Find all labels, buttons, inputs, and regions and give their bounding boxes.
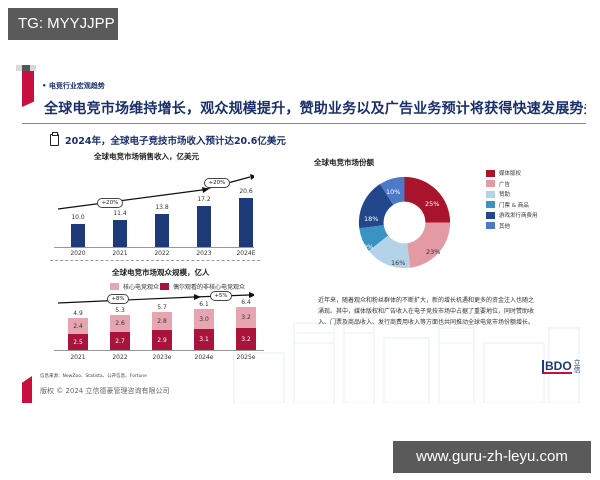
bar-value: 11.4: [113, 210, 127, 217]
audience-chart-title: 全球电竞市场观众规模，亿人: [112, 268, 210, 277]
x-axis-label: 2020: [70, 250, 86, 257]
bdo-logo: BDO 立信: [542, 360, 581, 374]
market-share-donut: [358, 176, 451, 269]
header-tab-decoration: [16, 65, 36, 71]
x-axis-label: 2024e: [194, 354, 214, 361]
legend-label: 核心电竞观众: [123, 284, 160, 291]
x-axis-label: 2025e: [236, 354, 256, 361]
stack-total: 6.1: [199, 301, 209, 308]
source-note: 信息来源：NewZoo、Statista、公开信息、Fortune: [40, 374, 147, 379]
pie-label-media: 25%: [425, 200, 440, 208]
copyright-text: 版权 © 2024 立信德豪管理咨询有限公司: [40, 387, 170, 395]
legend-swatch: [486, 169, 495, 177]
legend-label: 偶尔观看的非核心电竞观众: [173, 284, 246, 291]
legend-item: 其他: [486, 222, 538, 230]
section-divider: [50, 260, 260, 261]
audience-growth-badge-2: +5%: [210, 291, 232, 301]
legend-core-audience: 核心电竞观众: [110, 282, 159, 291]
watermark-top: TG: MYYJJPP: [8, 8, 118, 40]
stack-total: 5.3: [115, 307, 125, 314]
stack-core-2024e: 3.0: [194, 309, 214, 329]
legend-swatch: [486, 190, 495, 198]
legend-swatch: [486, 211, 495, 219]
audience-x-axis: [54, 350, 264, 351]
bar-2021: [113, 220, 127, 247]
clipboard-icon: [50, 132, 59, 146]
bar-value: 10.0: [71, 214, 85, 221]
revenue-bars: 10.0 11.4 13.8 17.2 20.6: [54, 171, 254, 247]
x-axis-label: 2024E: [236, 250, 256, 257]
bar-value: 20.6: [239, 188, 253, 195]
stack-total: 6.4: [241, 299, 251, 306]
x-axis-label: 2022: [112, 354, 128, 361]
stack-core-2023e: 2.8: [152, 312, 172, 330]
watermark-bottom: www.guru-zh-leyu.com: [393, 441, 591, 473]
legend-swatch: [486, 222, 495, 229]
revenue-x-axis: [54, 247, 254, 248]
title-divider: [22, 123, 586, 124]
market-share-chart-title: 全球电竞市场份额: [314, 158, 374, 167]
legend-label: 赞助: [499, 192, 511, 198]
legend-swatch: [110, 283, 119, 290]
stack-casual-2025e: 3.2: [236, 328, 256, 350]
market-share-legend: 媒体版权 广告 赞助 门票 & 商品 游戏发行商费用 其他: [486, 169, 538, 232]
bar-2024e: [239, 198, 253, 247]
stack-core-2021: 2.4: [68, 318, 88, 334]
pie-label-other: 10%: [386, 188, 401, 196]
legend-item: 广告: [486, 180, 538, 188]
legend-item: 门票 & 商品: [486, 201, 538, 209]
stack-total: 5.7: [157, 304, 167, 311]
x-axis-label: 2021: [70, 354, 86, 361]
legend-label: 媒体版权: [499, 171, 522, 177]
legend-label: 广告: [499, 181, 511, 188]
stack-core-2025e: 3.2: [236, 307, 256, 328]
pie-label-advertising: 23%: [426, 248, 441, 256]
legend-item: 媒体版权: [486, 169, 538, 177]
bdo-logo-text: BDO: [542, 360, 572, 374]
kpi-callout: 2024年，全球电子竞技市场收入预计达20.6亿美元: [50, 132, 286, 147]
revenue-growth-badge-2: +20%: [204, 178, 230, 188]
page-title: 全球电竞市场维持增长，观众规模提升，赞助业务以及广告业务预计将获得快速发展势头: [44, 101, 586, 117]
bar-value: 17.2: [197, 196, 211, 203]
bar-2023: [197, 206, 211, 247]
footer-red-decoration: [22, 376, 32, 403]
bar-value: 13.8: [155, 204, 169, 211]
x-axis-label: 2021: [112, 250, 128, 257]
bar-2020: [71, 224, 85, 247]
legend-swatch: [160, 283, 169, 290]
x-axis-label: 2023: [196, 250, 212, 257]
summary-paragraph: 近年来，随着观众和粉丝群体的不断扩大，新的增长机遇和更多的资金注入也随之涌现。其…: [318, 297, 535, 326]
pie-label-tickets: 9%: [363, 243, 374, 251]
legend-label: 游戏发行商费用: [499, 213, 538, 219]
red-ribbon-decoration: [22, 71, 34, 107]
legend-casual-audience: 偶尔观看的非核心电竞观众: [160, 282, 245, 291]
stack-casual-2022: 2.7: [110, 332, 130, 350]
x-axis-label: 2022: [154, 250, 170, 257]
stack-casual-2024e: 3.1: [194, 329, 214, 350]
legend-item: 游戏发行商费用: [486, 211, 538, 219]
bdo-logo-cn: 立信: [573, 359, 581, 374]
revenue-growth-badge-1: +20%: [97, 198, 123, 208]
legend-swatch: [486, 180, 495, 187]
stack-total: 4.9: [73, 310, 83, 317]
revenue-chart-title: 全球电竞市场销售收入，亿美元: [94, 152, 199, 161]
x-axis-label: 2023e: [152, 354, 172, 361]
slide: • 电竞行业宏观趋势 全球电竞市场维持增长，观众规模提升，赞助业务以及广告业务预…: [14, 63, 586, 403]
stack-core-2022: 2.6: [110, 315, 130, 332]
pie-label-sponsorship: 16%: [391, 259, 406, 267]
bar-2022: [155, 214, 169, 247]
legend-item: 赞助: [486, 190, 538, 198]
audience-growth-badge-1: +8%: [107, 294, 129, 304]
section-label: • 电竞行业宏观趋势: [42, 82, 105, 90]
legend-label: 门票 & 商品: [499, 202, 529, 209]
stack-casual-2021: 2.5: [68, 334, 88, 350]
legend-swatch: [486, 201, 495, 208]
legend-label: 其他: [499, 223, 511, 230]
kpi-text: 2024年，全球电子竞技市场收入预计达20.6亿美元: [65, 136, 286, 147]
stack-casual-2023e: 2.9: [152, 330, 172, 350]
pie-label-publisher: 18%: [364, 215, 379, 223]
